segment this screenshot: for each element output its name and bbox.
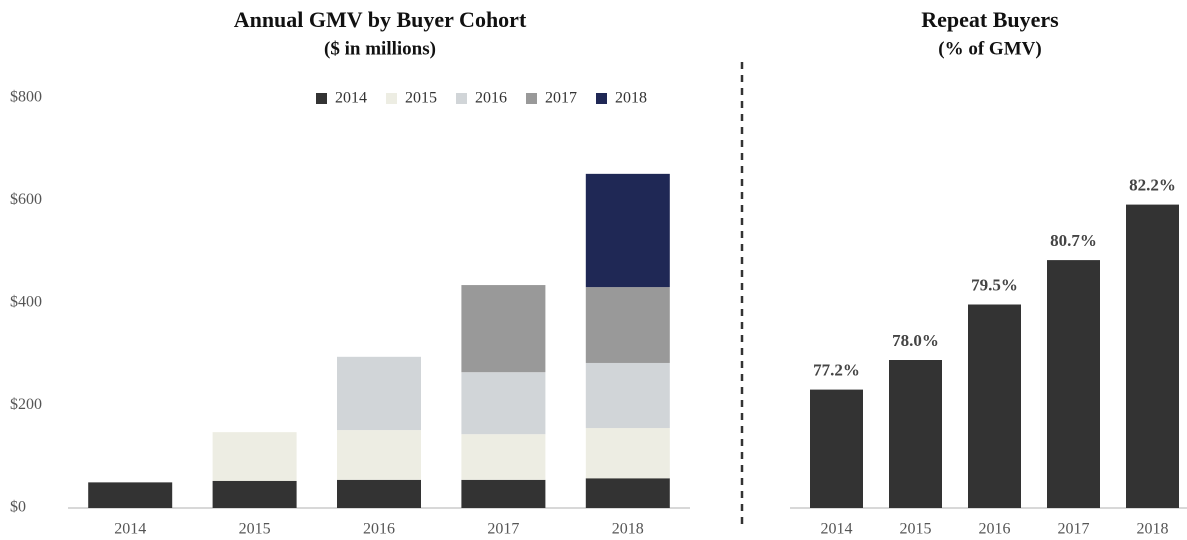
bar-segment bbox=[585, 173, 670, 288]
value-label: 82.2% bbox=[1129, 176, 1176, 195]
x-tick-label: 2016 bbox=[363, 521, 395, 538]
bar-segment bbox=[337, 430, 421, 480]
legend-swatch bbox=[386, 93, 397, 104]
x-tick-label: 2016 bbox=[979, 521, 1011, 538]
bar bbox=[1126, 204, 1179, 508]
legend-swatch bbox=[456, 93, 467, 104]
value-label: 77.2% bbox=[813, 361, 860, 380]
legend-swatch bbox=[526, 93, 537, 104]
value-label: 80.7% bbox=[1050, 231, 1097, 250]
bar-segment bbox=[461, 479, 546, 508]
bar-segment bbox=[337, 356, 421, 431]
y-tick-label: $0 bbox=[10, 499, 26, 516]
value-label: 79.5% bbox=[971, 275, 1018, 294]
legend-label: 2014 bbox=[335, 90, 367, 107]
bar bbox=[1047, 260, 1100, 508]
x-tick-label: 2018 bbox=[1137, 521, 1169, 538]
y-tick-label: $200 bbox=[10, 396, 42, 413]
legend-swatch bbox=[316, 93, 327, 104]
chart-subtitle: ($ in millions) bbox=[324, 38, 436, 59]
bar-segment bbox=[88, 482, 173, 508]
x-tick-label: 2014 bbox=[821, 521, 853, 538]
legend-label: 2016 bbox=[475, 90, 507, 107]
x-tick-label: 2017 bbox=[1058, 521, 1090, 538]
bar-segment bbox=[461, 285, 546, 373]
legend-label: 2015 bbox=[405, 90, 437, 107]
y-tick-label: $800 bbox=[10, 89, 42, 106]
legend-swatch bbox=[596, 93, 607, 104]
x-tick-label: 2015 bbox=[900, 521, 932, 538]
bar-segment bbox=[585, 362, 670, 429]
bar-segment bbox=[461, 372, 546, 435]
x-tick-label: 2015 bbox=[239, 521, 271, 538]
x-tick-label: 2014 bbox=[114, 521, 146, 538]
x-tick-label: 2018 bbox=[612, 521, 644, 538]
chart-title: Annual GMV by Buyer Cohort bbox=[234, 7, 527, 32]
chart-title: Repeat Buyers bbox=[921, 7, 1059, 32]
bar-segment bbox=[461, 434, 546, 480]
bar bbox=[810, 389, 863, 508]
legend-label: 2017 bbox=[545, 90, 577, 107]
bar bbox=[889, 360, 942, 508]
bar bbox=[968, 304, 1021, 508]
bar-segment bbox=[337, 479, 421, 508]
bar-segment bbox=[585, 478, 670, 508]
bar-segment bbox=[585, 287, 670, 363]
legend-label: 2018 bbox=[615, 90, 647, 107]
y-tick-label: $600 bbox=[10, 191, 42, 208]
bar-segment bbox=[585, 428, 670, 479]
bar-segment bbox=[212, 432, 297, 481]
y-tick-label: $400 bbox=[10, 294, 42, 311]
x-tick-label: 2017 bbox=[487, 521, 519, 538]
chart-subtitle: (% of GMV) bbox=[938, 38, 1041, 59]
bar-segment bbox=[212, 480, 297, 508]
value-label: 78.0% bbox=[892, 331, 939, 350]
